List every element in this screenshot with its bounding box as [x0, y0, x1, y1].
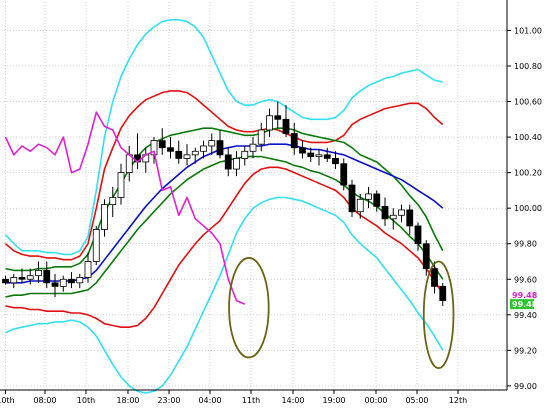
candle-up	[101, 204, 108, 230]
candle-up	[365, 193, 372, 200]
candle-up	[10, 277, 18, 284]
oscillator-price-label: 99.48	[512, 291, 538, 300]
candle-up	[76, 277, 84, 284]
candlesticks	[2, 101, 447, 306]
candle-up	[92, 229, 100, 262]
candle-down	[274, 115, 282, 120]
y-tick-label: 100.60	[514, 98, 542, 107]
candle-up	[200, 145, 207, 152]
x-tick-label: 23:00	[157, 396, 180, 405]
candle-up	[191, 150, 199, 156]
x-tick-label: 00:00	[364, 396, 387, 405]
candle-down	[381, 205, 389, 220]
candle-down	[332, 157, 339, 165]
x-tick-label: 08:00	[33, 396, 56, 405]
y-tick-label: 99.00	[514, 382, 537, 391]
candle-up	[266, 115, 273, 131]
candle-down	[282, 118, 290, 134]
candle-down	[216, 140, 224, 156]
candle-up	[233, 157, 240, 170]
candle-up	[26, 275, 34, 280]
candle-up	[241, 150, 249, 159]
oscillator-line	[4, 111, 246, 305]
candle-down	[167, 147, 174, 152]
candle-down	[307, 152, 315, 158]
candle-down	[18, 277, 26, 280]
x-tick-label: 19:00	[322, 396, 345, 405]
candle-down	[158, 140, 166, 149]
y-tick-label: 100.20	[514, 169, 542, 178]
inner-upper-band-line	[5, 127, 444, 272]
annotation-circle	[422, 260, 455, 370]
annotation-circles	[228, 257, 455, 370]
current-price-box	[510, 299, 534, 310]
candle-up	[356, 198, 364, 213]
candle-up	[84, 261, 92, 278]
candle-down	[348, 184, 356, 213]
inner-lower-band-line	[5, 155, 444, 298]
y-tick-label: 100.80	[514, 62, 542, 71]
current-price-label: 99.48	[512, 300, 538, 309]
y-tick-label: 99.20	[514, 346, 537, 355]
candle-down	[299, 147, 306, 154]
candle-up	[208, 140, 216, 147]
y-tick-label: 101.00	[514, 26, 542, 35]
candle-up	[315, 154, 323, 158]
candle-down	[439, 285, 447, 301]
mid-lower-band-line	[5, 166, 444, 329]
candle-down	[406, 209, 414, 227]
x-tick-label: 18:00	[116, 396, 139, 405]
candle-up	[389, 214, 397, 220]
x-tick-label: 10th	[77, 396, 95, 405]
candle-up	[249, 143, 257, 152]
candle-down	[323, 154, 331, 159]
candle-down	[51, 282, 59, 287]
candle-down	[414, 225, 422, 245]
y-tick-label: 99.40	[514, 311, 537, 320]
candle-down	[422, 243, 430, 269]
annotation-circle	[228, 257, 270, 359]
candle-up	[109, 197, 117, 206]
candle-down	[290, 133, 298, 149]
candle-up	[35, 269, 42, 277]
candle-down	[68, 278, 75, 284]
mid-upper-band-line	[4, 90, 444, 261]
y-tick-label: 100.00	[514, 204, 542, 213]
x-tick-label: 12th	[449, 396, 467, 405]
y-tick-label: 100.40	[514, 133, 542, 142]
x-tick-label: 11th	[242, 396, 260, 405]
candle-up	[257, 129, 265, 145]
candle-down	[431, 268, 438, 287]
candle-down	[175, 150, 183, 159]
candle-down	[340, 163, 348, 186]
x-tick-label: 10th	[0, 396, 15, 405]
oscillator-line	[4, 111, 246, 305]
candle-up	[59, 278, 67, 287]
x-tick-label: 04:00	[198, 396, 221, 405]
candle-up	[398, 209, 405, 216]
candle-down	[224, 154, 232, 170]
outer-upper-band-line	[4, 18, 443, 256]
x-tick-label: 14:00	[281, 396, 304, 405]
x-tick-label: 05:00	[405, 396, 428, 405]
y-tick-label: 99.60	[514, 275, 537, 284]
outer-lower-band-line	[5, 196, 444, 394]
candle-up	[183, 154, 191, 159]
candle-down	[373, 193, 381, 207]
candle-down	[43, 269, 51, 284]
y-tick-label: 99.80	[514, 240, 537, 249]
candle-up	[117, 172, 125, 198]
candle-down	[2, 278, 9, 284]
